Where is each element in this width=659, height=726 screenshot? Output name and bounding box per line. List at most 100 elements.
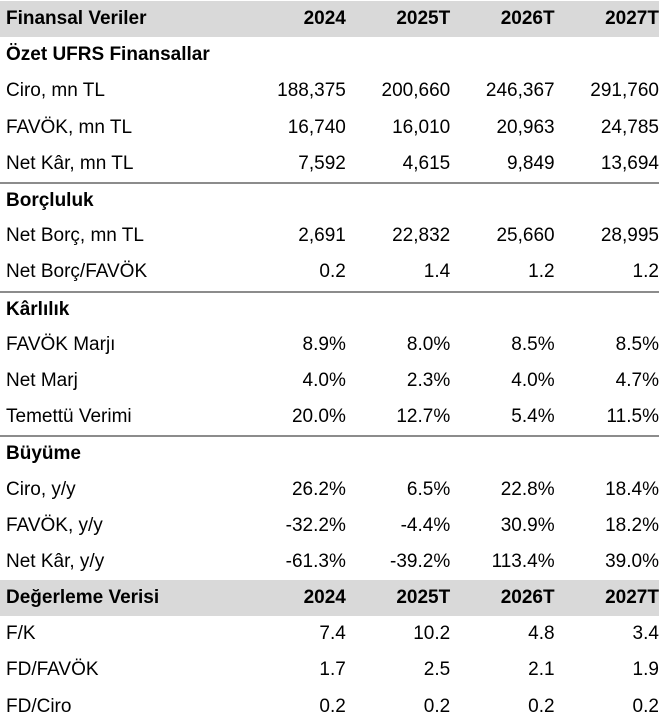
row-value: 2,691 (298, 225, 346, 247)
header-year: 2024 (303, 587, 346, 609)
row-value: 3.4 (632, 623, 659, 645)
row-value: 6.5% (406, 478, 451, 500)
table-row: Ciro, mn TL 188,375 200,660 246,367 291,760 (0, 73, 659, 109)
section-title: Büyüme (6, 443, 81, 465)
row-value: 8.0% (406, 333, 451, 355)
table-row: FAVÖK, mn TL 16,740 16,010 20,963 24,785 (0, 110, 659, 146)
table-row: F/K 7.4 10.2 4.8 3.4 (0, 616, 659, 652)
row-value: 7,592 (298, 152, 346, 174)
section-title: Özet UFRS Finansallar (6, 44, 210, 66)
row-value: 1.2 (632, 261, 659, 283)
row-value: 7.4 (319, 623, 346, 645)
row-value: 11.5% (606, 406, 659, 428)
header-year: 2027T (605, 587, 659, 609)
table-row: Temettü Verimi 20.0% 12.7% 5.4% 11.5% (0, 399, 659, 435)
row-value: 20,963 (496, 116, 555, 138)
row-value: 28,995 (600, 225, 659, 247)
table-row: Net Kâr, y/y -61.3% -39.2% 113.4% 39.0% (0, 544, 659, 580)
table-row: Net Borç, mn TL 2,691 22,832 25,660 28,995 (0, 218, 659, 254)
row-value: 26.2% (291, 478, 346, 500)
row-value: 4.8 (528, 623, 555, 645)
row-label: Net Borç/FAVÖK (6, 261, 148, 283)
row-value: 2.5 (423, 659, 451, 681)
section-heading: Büyüme (0, 435, 659, 471)
header-year: 2026T (500, 587, 555, 609)
row-label: Net Kâr, mn TL (6, 152, 134, 174)
header-year: 2025T (396, 587, 451, 609)
row-label: Ciro, y/y (6, 478, 76, 500)
row-value: 0.2 (528, 695, 555, 717)
row-label: FAVÖK, mn TL (6, 116, 133, 138)
row-value: 22.8% (500, 478, 555, 500)
row-label: F/K (6, 623, 36, 645)
row-value: 8.5% (511, 333, 555, 355)
row-label: FD/Ciro (6, 695, 72, 717)
section-heading: Kârlılık (0, 290, 659, 327)
row-value: 18.2% (605, 514, 659, 536)
row-value: 25,660 (496, 225, 555, 247)
table-row: FD/FAVÖK 1.7 2.5 2.1 1.9 (0, 652, 659, 688)
row-label: Temettü Verimi (6, 406, 132, 428)
row-label: Net Borç, mn TL (6, 225, 144, 247)
row-value: 24,785 (600, 116, 659, 138)
row-value: 113.4% (491, 550, 555, 572)
row-value: 1.7 (319, 659, 346, 681)
table-row: Net Kâr, mn TL 7,592 4,615 9,849 13,694 (0, 146, 659, 182)
row-label: Net Kâr, y/y (6, 550, 105, 572)
table-row: FAVÖK Marjı 8.9% 8.0% 8.5% 8.5% (0, 327, 659, 363)
row-value: -32.2% (285, 514, 346, 536)
row-value: 188,375 (277, 80, 346, 102)
row-value: 200,660 (381, 80, 451, 102)
row-value: 13,694 (600, 152, 659, 174)
row-value: 291,760 (590, 80, 659, 102)
row-value: 246,367 (485, 80, 555, 102)
row-value: 4.0% (511, 369, 555, 391)
section-heading: Borçluluk (0, 181, 659, 218)
header-year: 2024 (303, 8, 346, 30)
row-value: 1.4 (423, 261, 451, 283)
row-value: 0.2 (632, 695, 659, 717)
row-value: 12.7% (396, 406, 451, 428)
header-title: Finansal Veriler (6, 8, 147, 30)
row-value: 22,832 (392, 225, 451, 247)
row-value: 30.9% (500, 514, 555, 536)
row-value: 0.2 (423, 695, 451, 717)
row-label: Net Marj (6, 369, 78, 391)
row-value: 2.1 (528, 659, 555, 681)
header-year: 2027T (605, 8, 659, 30)
header-year: 2025T (396, 8, 451, 30)
section-title: Kârlılık (6, 298, 70, 320)
row-value: 5.4% (511, 406, 555, 428)
row-value: -4.4% (400, 514, 451, 536)
table-row: FD/Ciro 0.2 0.2 0.2 0.2 (0, 689, 659, 725)
row-value: 1.9 (632, 659, 659, 681)
row-value: 10.2 (413, 623, 451, 645)
table-row: Ciro, y/y 26.2% 6.5% 22.8% 18.4% (0, 471, 659, 507)
row-value: 20.0% (291, 406, 346, 428)
table-row: FAVÖK, y/y -32.2% -4.4% 30.9% 18.2% (0, 508, 659, 544)
section-heading: Özet UFRS Finansallar (0, 37, 659, 73)
row-value: 0.2 (319, 695, 346, 717)
row-label: FD/FAVÖK (6, 659, 99, 681)
row-value: 8.9% (302, 333, 346, 355)
valuation-header: Değerleme Verisi 2024 2025T 2026T 2027T (0, 580, 659, 617)
row-value: -61.3% (285, 550, 346, 572)
table-row: Net Borç/FAVÖK 0.2 1.4 1.2 1.2 (0, 254, 659, 290)
header-year: 2026T (500, 8, 555, 30)
row-value: 4,615 (402, 152, 451, 174)
row-value: 2.3% (406, 369, 451, 391)
row-value: 9,849 (507, 152, 555, 174)
table-header: Finansal Veriler 2024 2025T 2026T 2027T (0, 1, 659, 38)
row-value: 8.5% (615, 333, 659, 355)
row-value: 4.7% (615, 369, 659, 391)
header-title: Değerleme Verisi (6, 587, 160, 609)
table-row: Net Marj 4.0% 2.3% 4.0% 4.7% (0, 363, 659, 399)
row-label: Ciro, mn TL (6, 80, 105, 102)
row-value: 18.4% (605, 478, 659, 500)
row-label: FAVÖK, y/y (6, 514, 103, 536)
row-label: FAVÖK Marjı (6, 333, 116, 355)
row-value: 0.2 (319, 261, 346, 283)
section-title: Borçluluk (6, 190, 94, 212)
row-value: -39.2% (390, 550, 451, 572)
